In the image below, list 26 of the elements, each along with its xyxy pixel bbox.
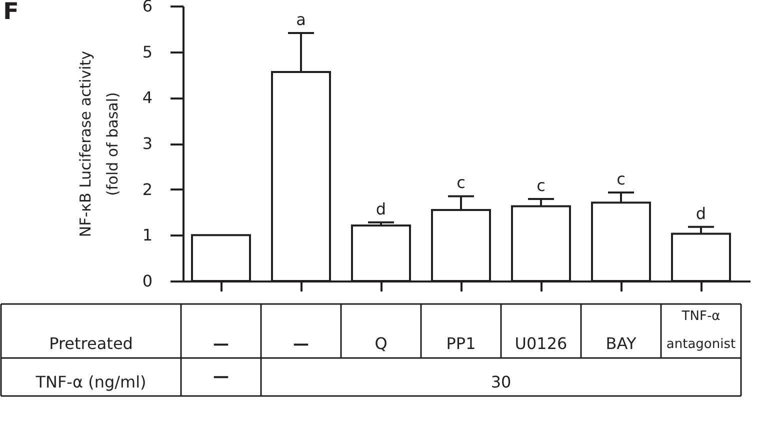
y-tick-label: 2 [142, 180, 152, 199]
text: 30 [490, 372, 512, 392]
x-tick-label: TNF-α antagonist [666, 309, 736, 352]
data-label: a [296, 10, 306, 30]
data-label: c [616, 170, 626, 189]
y-tick-label: 1 [142, 226, 152, 245]
x-axis-title: Pretreated [49, 334, 133, 353]
x-tick-label: — [213, 334, 229, 353]
x-tick-label: PP1 [446, 334, 476, 353]
text: — [213, 366, 229, 386]
data-label: d [696, 204, 706, 223]
data-label: d [376, 199, 386, 218]
x-tick-label: BAY [606, 334, 636, 353]
y-tick-label: 0 [142, 272, 152, 290]
x-tick-label: Q [374, 334, 388, 353]
x-tick-label: — [293, 334, 309, 353]
data-label: c [536, 176, 546, 195]
data-label: c [456, 173, 466, 192]
y-tick-label: 3 [142, 134, 152, 153]
y-tick-label: 5 [142, 42, 152, 62]
y-tick-label: 4 [142, 88, 152, 108]
y-axis-title: NF-κB Luciferase activity (fold of basal) [76, 50, 122, 238]
chart-title: F [3, 0, 19, 25]
y-tick-label: 6 [142, 0, 152, 16]
x-tick-label: U0126 [514, 334, 568, 353]
text: TNF-α (ng/ml) [34, 372, 146, 392]
